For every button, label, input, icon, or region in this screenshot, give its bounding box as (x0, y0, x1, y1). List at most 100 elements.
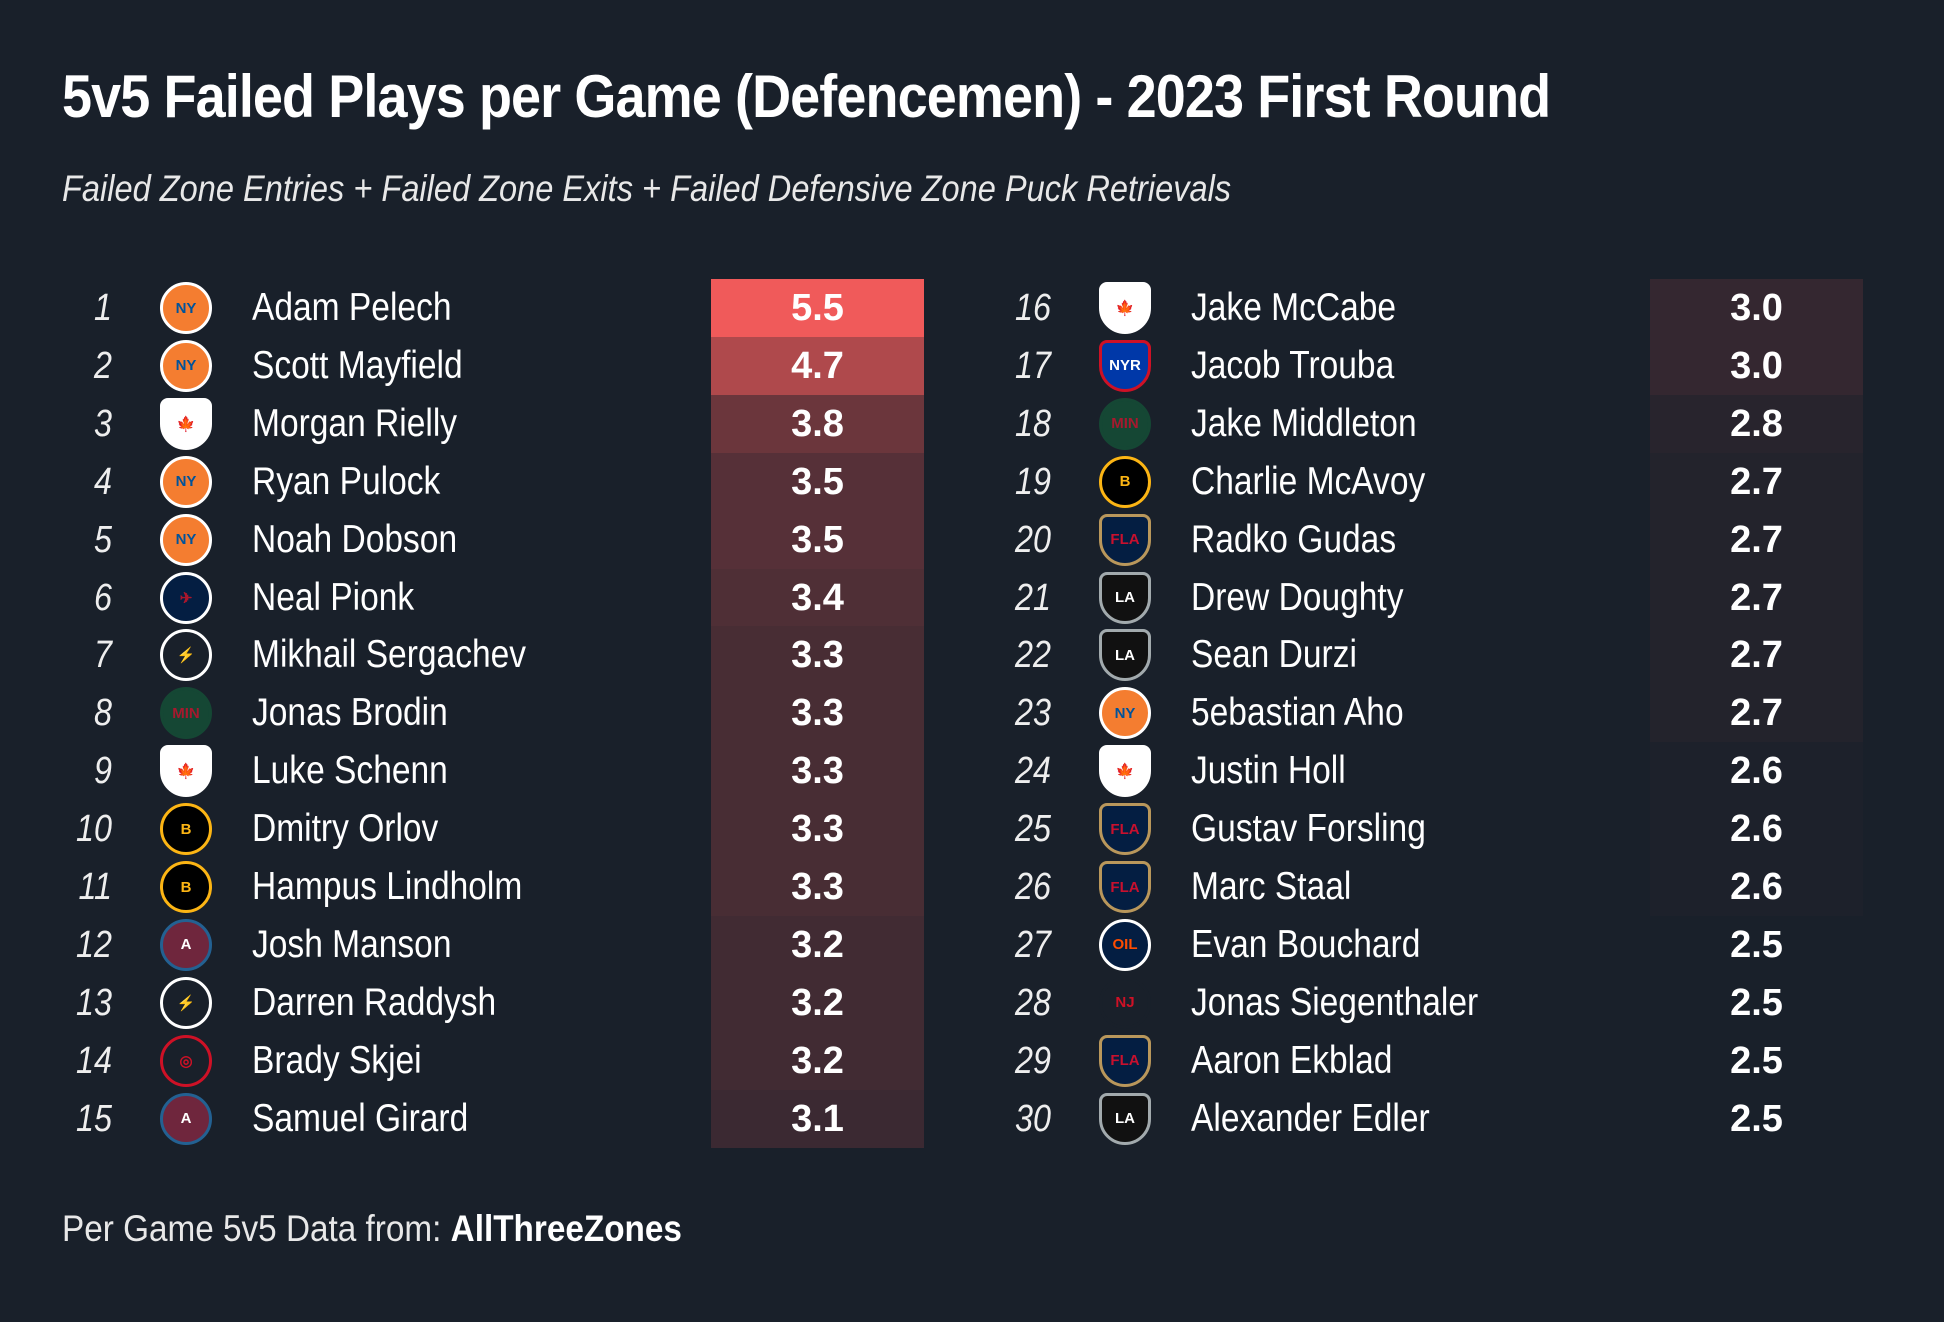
source-footer: Per Game 5v5 Data from: AllThreeZones (62, 1208, 682, 1250)
rank-label: 4 (94, 460, 112, 503)
jets-logo-icon: ✈ (160, 571, 212, 624)
bruins-logo-icon: B (160, 861, 212, 913)
panthers-logo-icon: FLA (1099, 803, 1151, 856)
islanders-logo-icon: NY (160, 339, 212, 392)
player-name: Jonas Siegenthaler (1191, 980, 1479, 1024)
avalanche-logo-icon: A (160, 918, 212, 971)
rank-label: 6 (94, 576, 112, 619)
rank-label: 21 (1015, 576, 1051, 619)
rank-label: 24 (1015, 750, 1051, 793)
rank-label: 13 (76, 981, 112, 1024)
value-cell: 2.8 (1650, 394, 1863, 453)
value-cell: 2.6 (1650, 742, 1863, 801)
value-cell: 2.7 (1650, 568, 1863, 627)
rank-label: 27 (1015, 923, 1051, 966)
value-cell: 3.2 (711, 915, 924, 974)
rank-label: 19 (1015, 460, 1051, 503)
value-cell: 2.6 (1650, 858, 1863, 916)
player-name: Adam Pelech (252, 286, 452, 329)
value-cell: 2.5 (1650, 973, 1863, 1032)
player-name: Sean Durzi (1191, 633, 1357, 677)
panthers-logo-icon: FLA (1099, 1034, 1151, 1087)
value-cell: 3.1 (711, 1089, 924, 1148)
value-cell: 2.7 (1650, 452, 1863, 511)
wild-logo-icon: MIN (160, 687, 212, 740)
player-name: Hampus Lindholm (252, 865, 523, 908)
player-name: Neal Pionk (252, 575, 415, 619)
lightning-logo-icon: ⚡ (160, 629, 212, 682)
player-name: Samuel Girard (252, 1096, 469, 1140)
value-cell: 2.7 (1650, 684, 1863, 743)
player-name: Jake McCabe (1191, 286, 1397, 329)
rank-label: 1 (94, 287, 112, 329)
value-cell: 2.7 (1650, 626, 1863, 685)
kings-logo-icon: LA (1099, 571, 1151, 624)
player-name: Jake Middleton (1191, 401, 1417, 445)
value-cell: 2.7 (1650, 510, 1863, 569)
value-cell: 3.0 (1650, 279, 1863, 337)
player-name: Luke Schenn (252, 749, 448, 793)
footer-source: AllThreeZones (450, 1208, 682, 1249)
value-cell: 2.5 (1650, 915, 1863, 974)
rank-label: 18 (1015, 402, 1051, 445)
player-name: Drew Doughty (1191, 575, 1404, 619)
value-cell: 3.3 (711, 742, 924, 801)
value-cell: 2.5 (1650, 1089, 1863, 1148)
islanders-logo-icon: NY (160, 282, 212, 334)
player-name: Gustav Forsling (1191, 807, 1426, 851)
rank-label: 2 (94, 344, 112, 387)
player-name: Morgan Rielly (252, 401, 458, 445)
player-name: Jonas Brodin (252, 691, 448, 735)
maple-leafs-logo-icon: 🍁 (160, 397, 212, 450)
bruins-logo-icon: B (1099, 455, 1151, 508)
lightning-logo-icon: ⚡ (160, 976, 212, 1029)
maple-leafs-logo-icon: 🍁 (1099, 745, 1151, 798)
rank-label: 8 (94, 692, 112, 735)
maple-leafs-logo-icon: 🍁 (160, 745, 212, 798)
player-name: Alexander Edler (1191, 1096, 1430, 1140)
rank-label: 9 (94, 750, 112, 793)
islanders-logo-icon: NY (160, 455, 212, 508)
player-name: Scott Mayfield (252, 343, 463, 387)
player-name: Josh Manson (252, 922, 452, 966)
panthers-logo-icon: FLA (1099, 861, 1151, 913)
value-cell: 3.3 (711, 858, 924, 916)
rank-label: 30 (1015, 1097, 1051, 1140)
rank-label: 16 (1015, 287, 1051, 329)
player-name: Justin Holl (1191, 749, 1346, 793)
player-name: Mikhail Sergachev (252, 633, 527, 677)
maple-leafs-logo-icon: 🍁 (1099, 282, 1151, 334)
rank-label: 5 (94, 518, 112, 561)
value-cell: 3.3 (711, 800, 924, 859)
value-cell: 3.3 (711, 684, 924, 743)
value-cell: 3.2 (711, 973, 924, 1032)
value-cell: 3.2 (711, 1031, 924, 1090)
value-cell: 3.8 (711, 394, 924, 453)
wild-logo-icon: MIN (1099, 397, 1151, 450)
avalanche-logo-icon: A (160, 1092, 212, 1145)
rank-label: 17 (1015, 344, 1051, 387)
player-name: Jacob Trouba (1191, 343, 1395, 387)
rank-label: 29 (1015, 1039, 1051, 1082)
rank-label: 20 (1015, 518, 1051, 561)
player-name: Radko Gudas (1191, 517, 1397, 561)
rank-label: 10 (76, 808, 112, 851)
kings-logo-icon: LA (1099, 1092, 1151, 1145)
rank-label: 12 (76, 923, 112, 966)
value-cell: 3.5 (711, 510, 924, 569)
player-name: Brady Skjei (252, 1038, 422, 1082)
bruins-logo-icon: B (160, 803, 212, 856)
player-name: Dmitry Orlov (252, 807, 439, 851)
value-cell: 2.5 (1650, 1031, 1863, 1090)
oilers-logo-icon: OIL (1099, 918, 1151, 971)
rank-label: 11 (78, 866, 112, 908)
player-name: Marc Staal (1191, 865, 1352, 908)
rank-label: 7 (94, 634, 112, 677)
panthers-logo-icon: FLA (1099, 513, 1151, 566)
value-cell: 5.5 (711, 279, 924, 337)
player-name: 5ebastian Aho (1191, 691, 1404, 735)
chart-subtitle: Failed Zone Entries + Failed Zone Exits … (62, 168, 1232, 209)
rank-label: 15 (76, 1097, 112, 1140)
footer-prefix: Per Game 5v5 Data from: (62, 1208, 451, 1249)
player-name: Evan Bouchard (1191, 922, 1421, 966)
